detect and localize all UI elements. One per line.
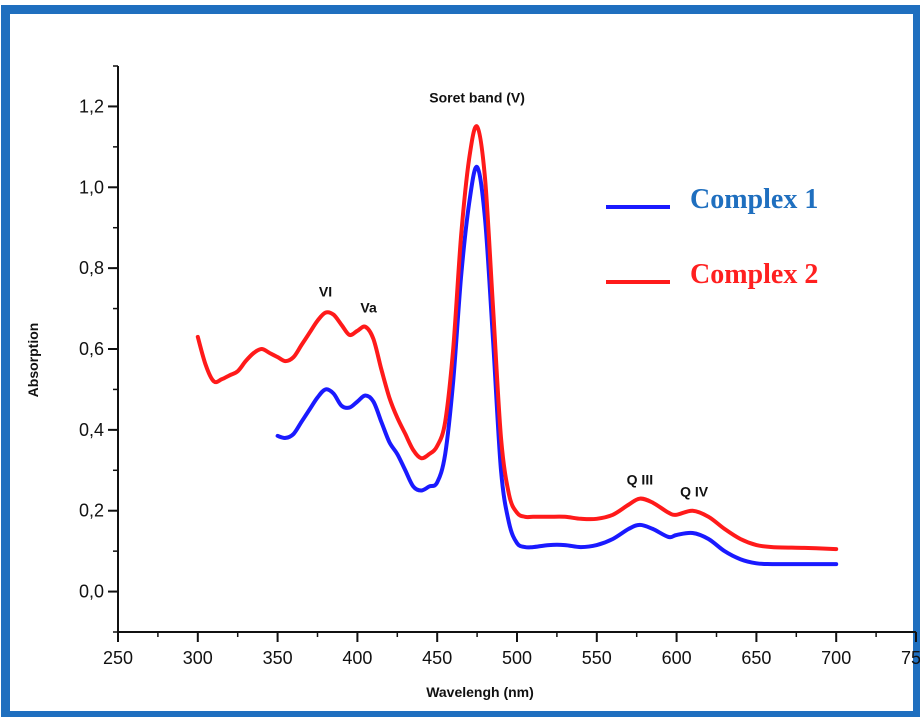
legend-label-complex-2: Complex 2 bbox=[690, 259, 818, 290]
series-line-complex-2 bbox=[195, 124, 839, 552]
y-tick-label: 0,2 bbox=[79, 501, 104, 521]
series-layer bbox=[195, 124, 839, 567]
x-tick-label: 450 bbox=[422, 648, 452, 668]
figure-border bbox=[1, 5, 920, 717]
y-tick-label: 0,0 bbox=[79, 582, 104, 602]
peak-label: VI bbox=[319, 283, 332, 299]
x-tick-label: 250 bbox=[103, 648, 133, 668]
y-tick-label: 0,6 bbox=[79, 339, 104, 359]
x-axis-ticks: 250 300 350 400 450 500 550 600 650 700 750 bbox=[103, 632, 920, 668]
peak-label: Va bbox=[360, 300, 377, 316]
series-line-complex-1 bbox=[275, 165, 839, 567]
x-tick-label: 300 bbox=[183, 648, 213, 668]
peak-annotations: Soret band (V) VI Va Q III Q IV bbox=[319, 89, 709, 499]
x-tick-label: 700 bbox=[821, 648, 851, 668]
x-tick-label: 600 bbox=[662, 648, 692, 668]
y-tick-label: 0,4 bbox=[79, 420, 104, 440]
y-tick-label: 0,8 bbox=[79, 258, 104, 278]
x-tick-label: 750 bbox=[901, 648, 920, 668]
y-axis-title: Absorption bbox=[25, 323, 41, 398]
y-tick-label: 1,0 bbox=[79, 177, 104, 197]
peak-label: Q IV bbox=[680, 484, 709, 500]
x-axis-title: Wavelengh (nm) bbox=[426, 684, 534, 700]
x-tick-label: 400 bbox=[342, 648, 372, 668]
legend-label-complex-1: Complex 1 bbox=[690, 184, 818, 215]
x-tick-label: 350 bbox=[263, 648, 293, 668]
peak-label: Soret band (V) bbox=[429, 89, 525, 105]
legend: Complex 1 Complex 2 bbox=[606, 184, 818, 290]
y-axis-ticks: 0,0 0,2 0,4 0,6 0,8 1,0 1,2 bbox=[79, 65, 118, 633]
y-tick-label: 1,2 bbox=[79, 96, 104, 116]
x-tick-label: 650 bbox=[741, 648, 771, 668]
x-tick-label: 500 bbox=[502, 648, 532, 668]
peak-label: Q III bbox=[627, 471, 653, 487]
x-tick-label: 550 bbox=[582, 648, 612, 668]
